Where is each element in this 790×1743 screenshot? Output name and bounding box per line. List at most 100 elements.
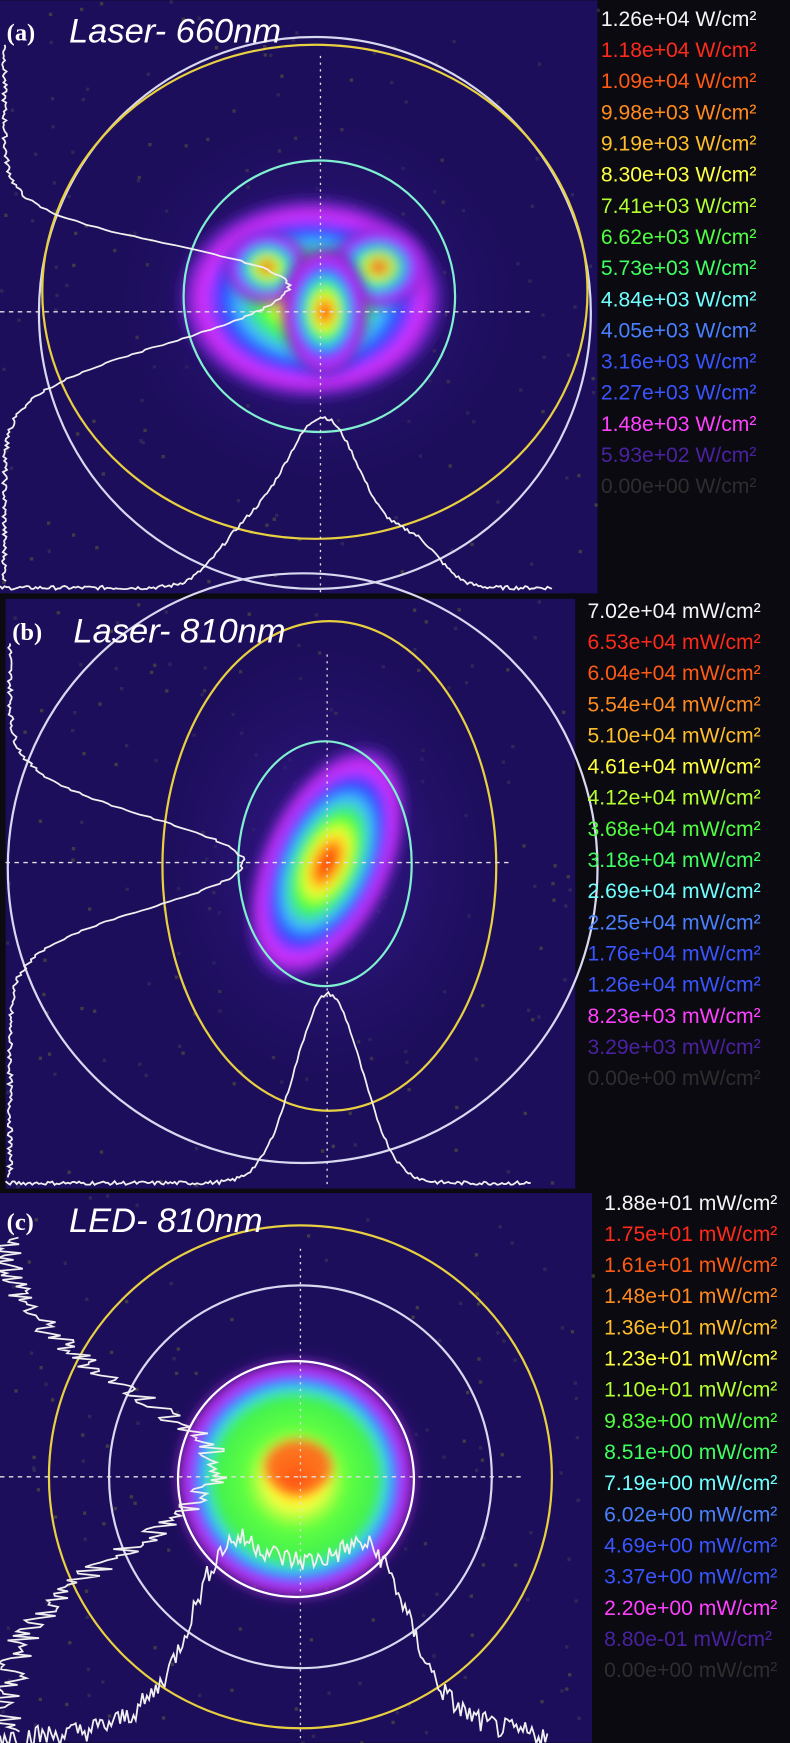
noise <box>294 1707 299 1711</box>
noise <box>67 1170 71 1174</box>
noise <box>1 1710 5 1714</box>
noise <box>575 1435 580 1440</box>
noise <box>6 1626 11 1630</box>
noise <box>596 8 600 13</box>
noise <box>46 521 51 525</box>
noise <box>506 668 510 672</box>
noise <box>83 1537 87 1541</box>
noise <box>181 17 186 22</box>
noise <box>453 626 458 631</box>
noise <box>79 663 83 667</box>
noise <box>92 1009 97 1013</box>
noise <box>540 1700 544 1704</box>
noise <box>574 1396 579 1401</box>
noise <box>92 419 96 423</box>
noise <box>560 1326 565 1330</box>
legend-entry: 2.25e+04 mW/cm² <box>587 911 760 934</box>
noise <box>498 1225 502 1229</box>
noise <box>463 1675 467 1680</box>
noise <box>353 1143 357 1147</box>
noise <box>42 992 46 997</box>
noise <box>553 864 557 868</box>
noise <box>462 1439 466 1443</box>
legend-entry: 1.18e+04 W/cm² <box>601 39 757 62</box>
legend-entry: 6.04e+04 mW/cm² <box>587 662 760 685</box>
legend-entry: 1.23e+01 mW/cm² <box>604 1348 777 1371</box>
noise <box>474 1057 479 1061</box>
ring <box>237 740 413 988</box>
noise <box>30 219 35 223</box>
noise <box>360 1741 364 1743</box>
noise <box>291 38 296 42</box>
noise <box>102 1522 106 1526</box>
profile-y <box>0 44 293 582</box>
noise <box>95 546 99 550</box>
noise <box>10 108 15 112</box>
noise <box>86 1667 91 1672</box>
noise <box>311 1734 316 1738</box>
noise <box>145 30 149 34</box>
noise <box>306 1234 311 1238</box>
noise <box>0 289 4 293</box>
noise <box>280 74 284 78</box>
noise <box>88 1196 93 1200</box>
noise <box>327 1691 331 1695</box>
legend-entry: 1.48e+01 mW/cm² <box>604 1285 777 1308</box>
beam <box>280 245 370 379</box>
noise <box>358 1681 362 1685</box>
panel-title: LED- 810nm <box>69 1202 263 1240</box>
legend-entry: 1.36e+01 mW/cm² <box>604 1316 777 1339</box>
noise <box>324 1258 329 1262</box>
noise <box>45 1600 49 1604</box>
noise <box>477 1357 481 1361</box>
noise <box>560 1689 564 1693</box>
noise <box>161 1716 166 1720</box>
noise <box>33 1723 38 1727</box>
noise <box>164 610 168 614</box>
noise <box>591 1274 595 1278</box>
noise <box>169 0 173 4</box>
noise <box>39 708 44 713</box>
profile-x <box>0 1528 549 1743</box>
noise <box>79 7 84 12</box>
noise <box>6 1090 10 1095</box>
noise <box>38 1056 43 1060</box>
noise <box>99 1150 104 1154</box>
noise <box>537 1015 541 1019</box>
noise <box>415 1305 419 1310</box>
noise <box>129 1495 134 1499</box>
noise <box>269 53 273 58</box>
legend-entry: 2.27e+03 W/cm² <box>601 382 757 405</box>
noise <box>168 662 172 666</box>
noise <box>53 1515 58 1519</box>
noise <box>567 1673 572 1677</box>
noise <box>197 1693 202 1698</box>
noise <box>559 1471 563 1475</box>
noise <box>105 1444 110 1448</box>
noise <box>144 1073 148 1078</box>
noise <box>576 1498 580 1502</box>
noise <box>85 1297 89 1301</box>
noise <box>207 579 211 584</box>
noise <box>366 1218 370 1222</box>
noise <box>138 1062 142 1066</box>
noise <box>574 1599 578 1603</box>
noise <box>570 192 575 197</box>
noise <box>73 710 77 715</box>
noise <box>247 612 251 616</box>
legend-entry: 8.30e+03 W/cm² <box>601 164 757 187</box>
noise <box>80 820 84 824</box>
legend-entry: 5.73e+03 W/cm² <box>601 257 757 280</box>
noise <box>470 664 475 668</box>
legend-entry: 9.83e+00 mW/cm² <box>604 1410 777 1433</box>
noise <box>591 376 595 381</box>
legend-entry: 1.09e+04 W/cm² <box>601 70 757 93</box>
noise <box>513 1358 517 1362</box>
noise <box>458 1301 463 1305</box>
noise <box>551 881 555 886</box>
noise <box>68 1641 72 1645</box>
profile-x <box>4 990 531 1187</box>
noise <box>295 31 299 35</box>
legend-entry: 1.76e+04 mW/cm² <box>587 943 760 966</box>
noise <box>421 1613 426 1618</box>
